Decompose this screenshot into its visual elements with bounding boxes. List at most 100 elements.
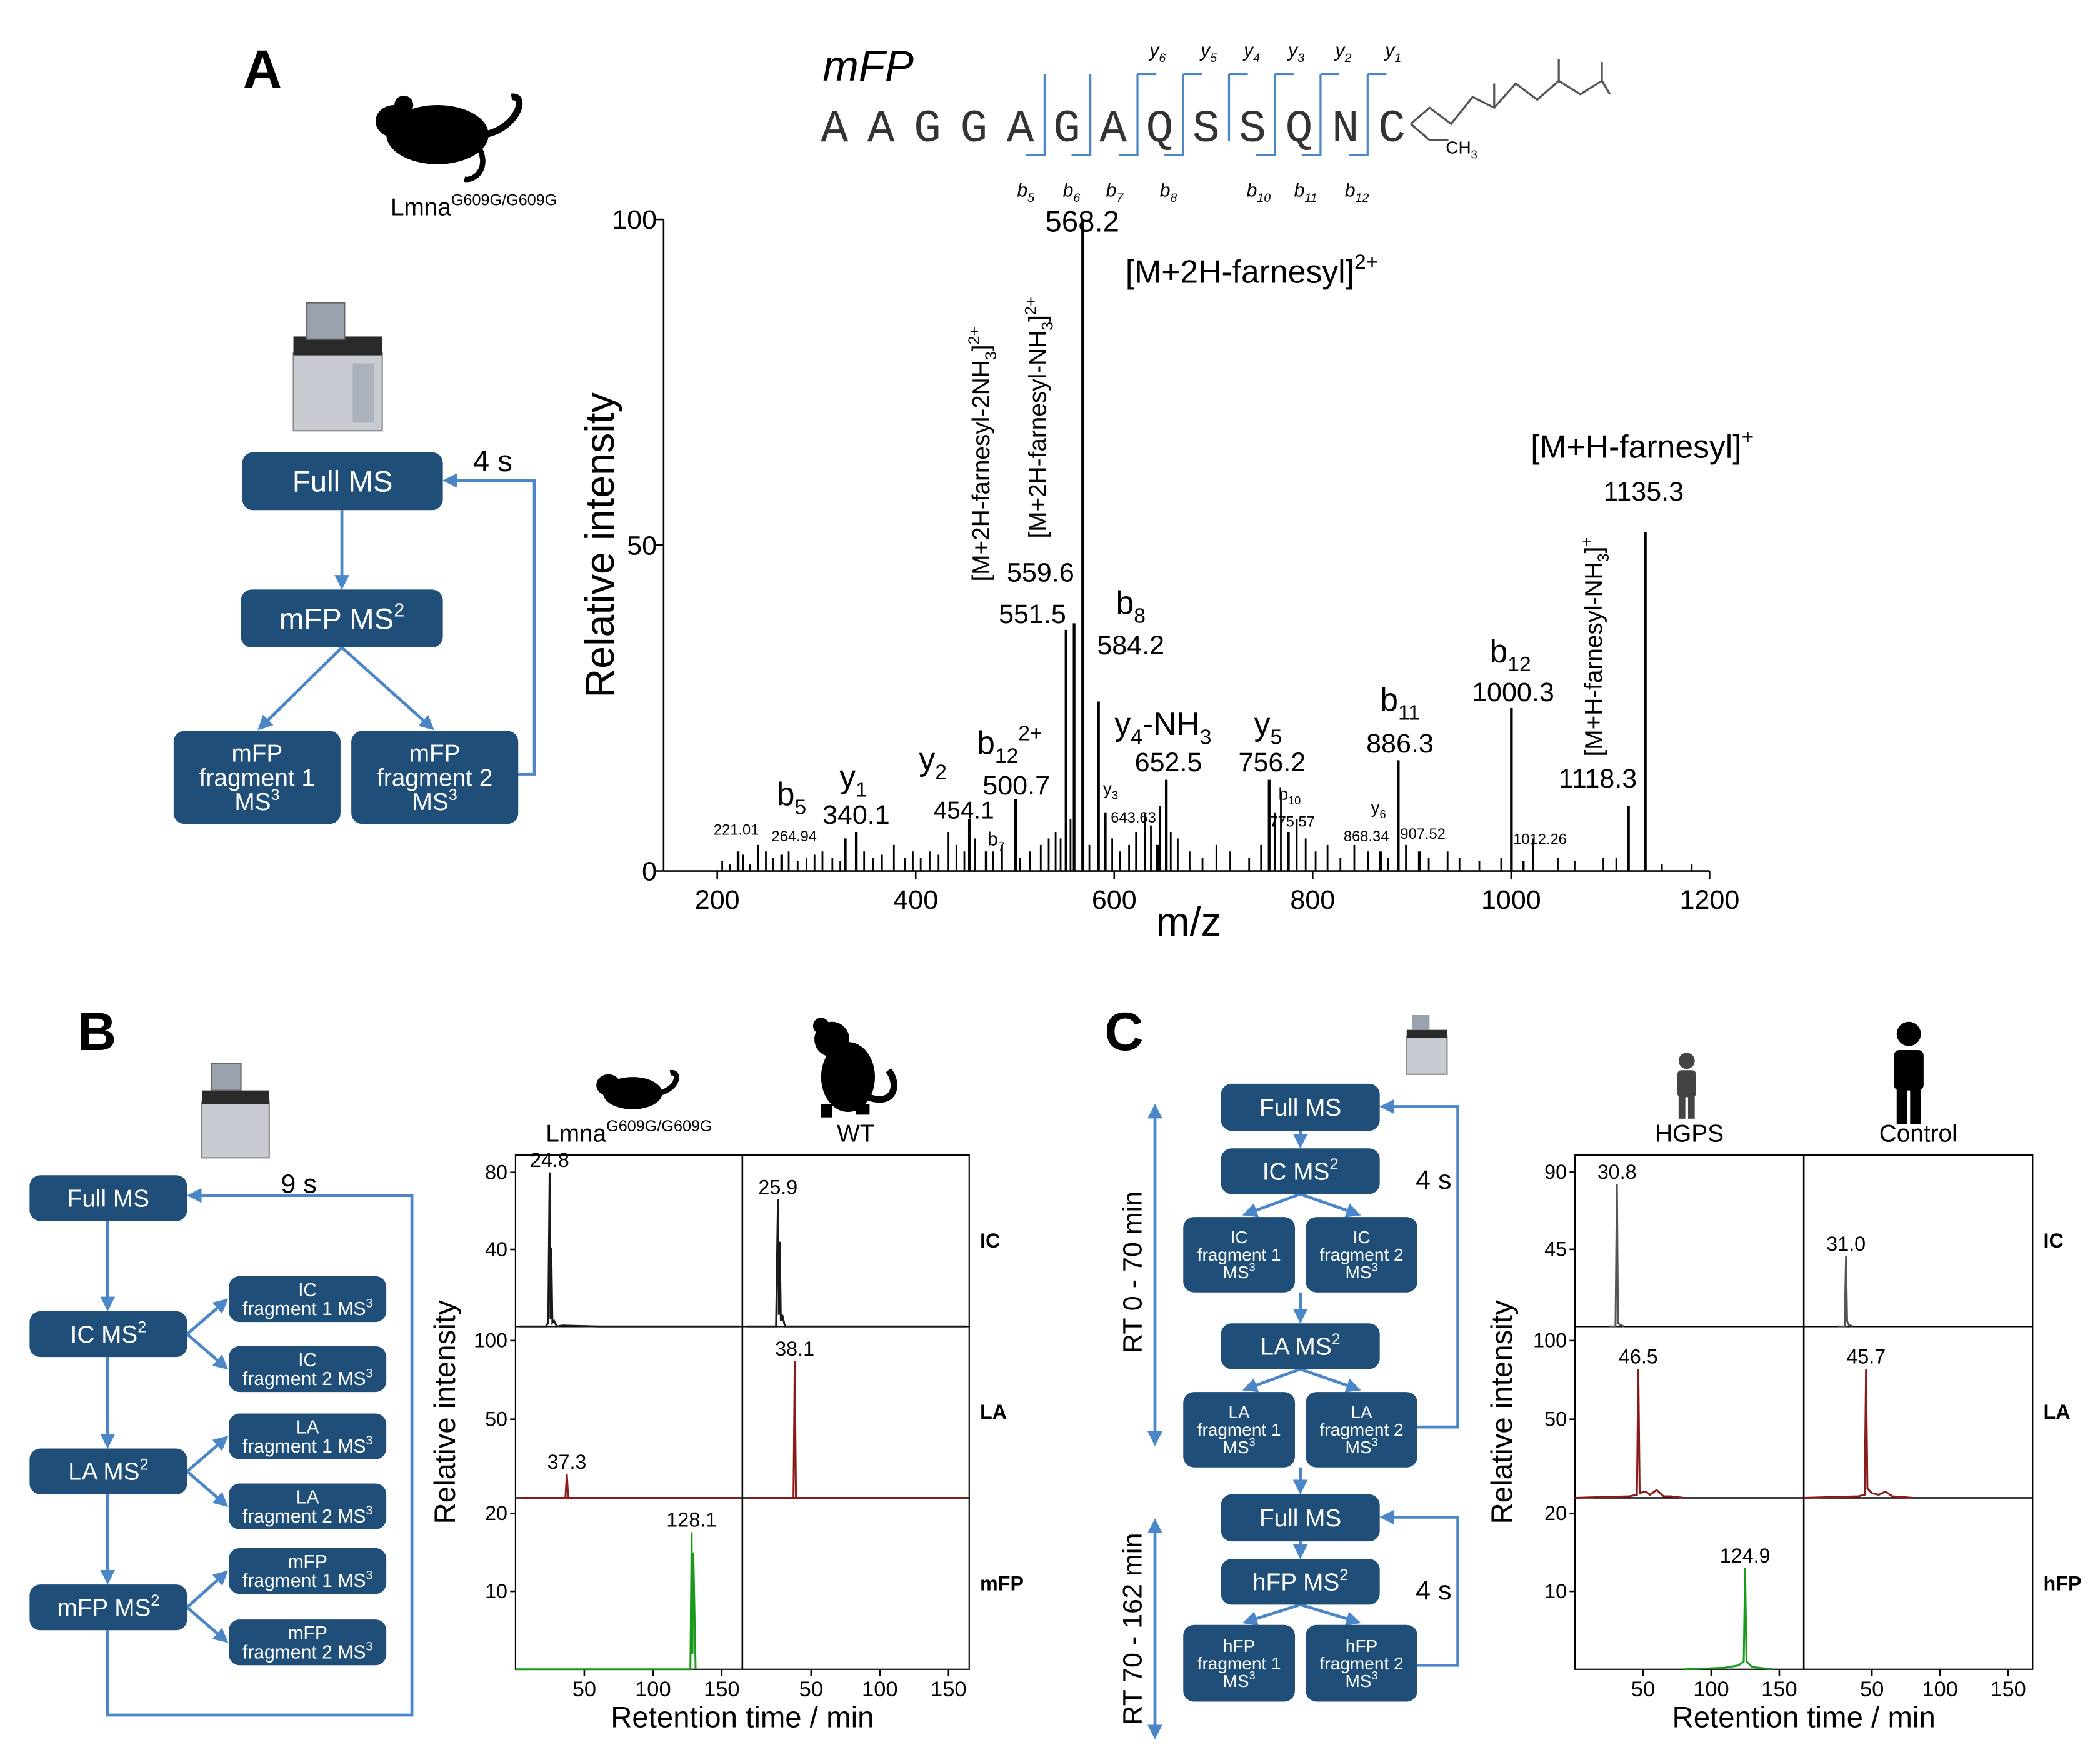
- x-axis-label: m/z: [1156, 899, 1221, 944]
- ion-label: y2: [919, 741, 947, 784]
- column-header-part: G609G/G609G: [606, 1118, 712, 1135]
- node-text: mFP: [288, 1623, 328, 1644]
- peak-mz-label: 584.2: [1097, 631, 1164, 661]
- ion-label-part: +: [1742, 426, 1754, 449]
- x-tick-label: 1200: [1679, 885, 1739, 915]
- b-ion-label-part: b: [1106, 180, 1117, 201]
- chromatogram-trace: [519, 1172, 740, 1328]
- ion-label-part: b: [988, 829, 998, 850]
- ion-label-part: 4: [1131, 726, 1142, 749]
- node-text: MS3: [412, 786, 458, 816]
- child-icon: [1677, 1052, 1696, 1119]
- x-tick-label: 1000: [1481, 885, 1541, 915]
- methyl-label-part: 3: [1471, 148, 1478, 161]
- ion-label-part: 3: [1200, 726, 1212, 749]
- node-text-part: IC: [1353, 1228, 1371, 1247]
- adult-icon: [1894, 1021, 1924, 1124]
- node-text-part: LA MS: [68, 1459, 139, 1486]
- flow-arrow: [1242, 1603, 1301, 1626]
- node-text: fragment 1 MS3: [242, 1434, 373, 1457]
- node-text-part: hFP MS: [1252, 1569, 1339, 1596]
- node-text-part: LA: [1228, 1402, 1250, 1422]
- peak-mz-label: 221.01: [714, 822, 759, 838]
- strain-label-part: Lmna: [391, 194, 451, 221]
- node-text: MS3: [1346, 1261, 1378, 1282]
- node-text: IC MS2: [1262, 1156, 1339, 1185]
- node-text-part: 3: [1372, 1669, 1378, 1682]
- ion-label-part: y: [919, 741, 935, 777]
- node-text-part: MS: [1346, 1438, 1372, 1457]
- node-text-part: fragment 2: [377, 764, 492, 791]
- b-ion-label-part: b: [1063, 180, 1074, 201]
- node-text-part: fragment 1 MS: [242, 1436, 366, 1457]
- peak-mz-label: 886.3: [1366, 729, 1434, 759]
- x-axis-label: Retention time / min: [611, 1701, 874, 1734]
- y-ion-label-part: 1: [1394, 51, 1401, 65]
- node-text-part: fragment 2 MS: [242, 1642, 366, 1662]
- peak-label: 37.3: [548, 1451, 587, 1473]
- peak-mz-label: 568.2: [1045, 205, 1119, 238]
- cycle-time: 9 s: [281, 1169, 316, 1199]
- strain-label-part: G609G/G609G: [451, 191, 557, 209]
- fragment-brackets: [1026, 72, 1387, 156]
- y-ion-label-part: 6: [1159, 51, 1166, 65]
- node-text-part: IC MS: [1262, 1158, 1330, 1185]
- flow-arrow: [258, 646, 343, 731]
- panel-label: A: [243, 39, 282, 99]
- instrument-icon: [292, 302, 383, 432]
- node-text: IC: [298, 1350, 317, 1371]
- node-text-part: fragment 2: [1320, 1420, 1404, 1439]
- chromatogram-trace: [515, 1532, 697, 1671]
- node-text: LA: [296, 1488, 320, 1508]
- ion-label-part: b: [1278, 784, 1288, 803]
- panel-label: B: [78, 1002, 116, 1062]
- flow-arrow: [1299, 1368, 1361, 1392]
- node-text-part: LA: [1351, 1402, 1372, 1422]
- residue: A: [1007, 103, 1034, 155]
- row-label: IC: [2044, 1229, 2064, 1252]
- method-node: [229, 1346, 387, 1392]
- node-text: MS3: [1223, 1261, 1256, 1282]
- node-text: LA: [1351, 1402, 1372, 1422]
- chromatogram-trace: [1574, 1369, 1684, 1499]
- chromatogram-trace: [1838, 1256, 1854, 1328]
- ion-label-part: 2+: [966, 327, 983, 345]
- node-text: mFP MS2: [57, 1592, 159, 1621]
- method-node: [29, 1448, 188, 1494]
- y-ion-label-part: y: [1148, 40, 1160, 61]
- column-header: LmnaG609G/G609G: [546, 1118, 712, 1147]
- y-axis-label: Relative intensity: [429, 1300, 462, 1524]
- method-node: [1221, 1323, 1380, 1369]
- residue: G: [960, 103, 988, 155]
- y-tick-label: 80: [485, 1161, 508, 1184]
- ion-label: [M+2H-farnesyl-NH3]2+: [1022, 297, 1056, 538]
- node-text-part: fragment 1: [1198, 1245, 1281, 1264]
- y-tick-label: 50: [627, 531, 657, 561]
- ion-label-part: b: [977, 724, 995, 761]
- row-label: IC: [980, 1229, 1000, 1252]
- ion-label-part: y: [1114, 706, 1131, 742]
- peak-mz-label: 1118.3: [1559, 764, 1637, 794]
- x-tick-label: 50: [799, 1678, 823, 1701]
- peak-mz-label: 643.63: [1111, 810, 1156, 826]
- chromatogram-trace: [746, 1361, 967, 1499]
- ion-label-part: y: [839, 758, 856, 794]
- node-text: mFP: [288, 1552, 328, 1572]
- node-text-part: LA: [296, 1418, 320, 1438]
- x-tick-label: 150: [1990, 1678, 2026, 1701]
- peptide-name: mFP: [823, 42, 914, 90]
- x-tick-label: 150: [1761, 1678, 1797, 1701]
- method-node: [1306, 1217, 1418, 1292]
- node-text-part: hFP: [1346, 1636, 1378, 1656]
- x-tick-label: 800: [1290, 885, 1335, 915]
- residue: S: [1239, 103, 1266, 155]
- node-text-part: 2: [1332, 1331, 1341, 1348]
- node-text-part: IC MS: [71, 1321, 138, 1348]
- node-text-part: IC: [298, 1350, 317, 1371]
- ion-label-part: [M+H-farnesyl-NH: [1581, 562, 1608, 756]
- ion-label-part: [M+2H-farnesyl]: [1126, 253, 1354, 289]
- flow-arrow: [186, 1436, 229, 1472]
- node-text: fragment 2 MS3: [242, 1640, 373, 1663]
- node-text-part: 3: [366, 1366, 373, 1380]
- ion-label-part: [M+2H-farnesyl-NH: [1025, 331, 1052, 539]
